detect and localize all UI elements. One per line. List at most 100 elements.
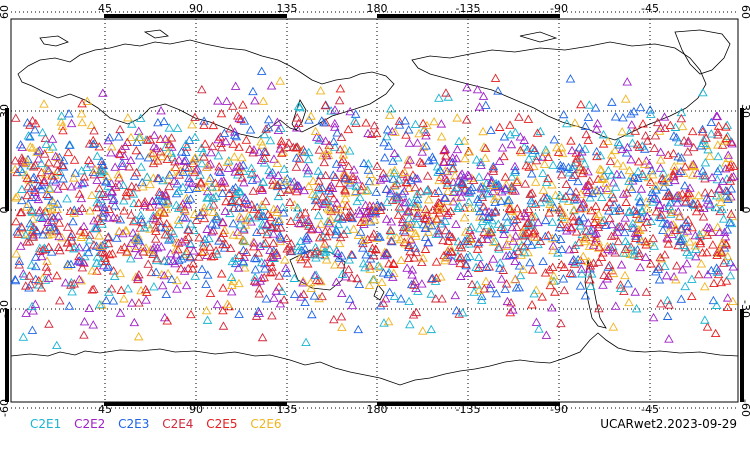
observation-marker (610, 301, 621, 310)
observation-marker (25, 142, 36, 151)
observation-marker (411, 247, 422, 257)
observation-marker (301, 235, 311, 244)
observation-marker (24, 175, 34, 184)
observation-marker (616, 260, 627, 269)
observation-marker (580, 144, 590, 153)
observation-marker (163, 136, 174, 145)
observation-marker (131, 145, 142, 155)
observation-marker (687, 126, 698, 136)
observation-marker (673, 240, 683, 250)
observation-marker (334, 253, 344, 262)
observation-marker (47, 211, 57, 220)
observation-marker (702, 230, 713, 239)
observation-marker (226, 197, 237, 206)
observation-marker (81, 162, 92, 171)
observation-marker (571, 257, 582, 267)
observation-marker (409, 253, 420, 262)
observation-marker (11, 249, 22, 258)
observation-marker (698, 87, 708, 97)
observation-marker (475, 206, 485, 216)
observation-marker (44, 184, 55, 193)
observation-marker (88, 135, 98, 145)
observation-marker (539, 193, 549, 202)
observation-marker (108, 195, 119, 204)
observation-marker (460, 236, 470, 245)
observation-marker (717, 140, 728, 149)
observation-marker (224, 188, 235, 197)
observation-marker (303, 181, 314, 190)
observation-marker (464, 187, 475, 196)
observation-marker (603, 165, 614, 175)
observation-marker (558, 161, 569, 171)
observation-marker (480, 153, 491, 162)
observation-marker (172, 178, 183, 188)
observation-marker (141, 295, 151, 304)
observation-marker (86, 120, 97, 129)
observation-marker (585, 275, 595, 284)
observation-marker (142, 287, 152, 296)
observation-marker (708, 295, 719, 305)
observation-marker (181, 139, 191, 148)
observation-marker (426, 324, 437, 334)
observation-marker (716, 277, 726, 287)
observation-marker (195, 210, 205, 220)
observation-marker (567, 172, 577, 181)
observation-marker (357, 243, 368, 252)
observation-marker (208, 225, 219, 235)
observation-marker (541, 147, 551, 157)
observation-marker (356, 217, 366, 227)
observation-marker (335, 84, 346, 93)
observation-marker (333, 248, 343, 258)
observation-marker (596, 165, 607, 174)
observation-marker (58, 162, 69, 171)
observation-marker (515, 270, 526, 280)
observation-marker (149, 282, 159, 291)
observation-marker (530, 177, 541, 186)
observation-marker (17, 153, 27, 162)
observation-marker (687, 170, 698, 179)
observation-marker (162, 154, 173, 164)
observation-marker (311, 270, 321, 279)
observation-marker (77, 98, 87, 108)
observation-marker (658, 225, 668, 234)
observation-marker (456, 252, 466, 261)
observation-marker (567, 211, 578, 221)
observation-marker (181, 249, 192, 258)
observation-marker (145, 179, 155, 189)
observation-marker (272, 117, 283, 126)
observation-marker (150, 223, 161, 232)
observation-marker (510, 161, 520, 171)
observation-marker (422, 171, 433, 180)
observation-marker (521, 228, 531, 238)
observation-marker (263, 114, 274, 124)
observation-marker (292, 142, 303, 151)
observation-marker (509, 215, 519, 224)
observation-marker (402, 263, 412, 272)
observation-marker (389, 168, 400, 177)
observation-marker (476, 291, 487, 300)
observation-marker (603, 271, 614, 280)
observation-marker (74, 242, 85, 252)
observation-marker (423, 194, 434, 204)
observation-marker (255, 241, 265, 251)
observation-marker (257, 185, 268, 194)
observation-marker (218, 305, 228, 315)
observation-marker (22, 173, 32, 182)
south-america-tip (584, 259, 607, 329)
observation-marker (725, 270, 736, 280)
observation-marker (228, 230, 239, 239)
observation-marker (388, 156, 398, 165)
observation-marker (646, 216, 656, 226)
observation-marker (547, 233, 558, 243)
observation-marker (671, 132, 682, 142)
observation-marker (630, 126, 641, 135)
observation-marker (597, 173, 607, 182)
observation-marker (173, 219, 184, 229)
observation-marker (499, 132, 510, 141)
observation-marker (415, 186, 426, 196)
observation-marker (93, 214, 103, 223)
observation-marker (30, 160, 41, 169)
observation-marker (142, 172, 152, 181)
observation-marker (664, 300, 674, 309)
observation-marker (493, 219, 504, 228)
